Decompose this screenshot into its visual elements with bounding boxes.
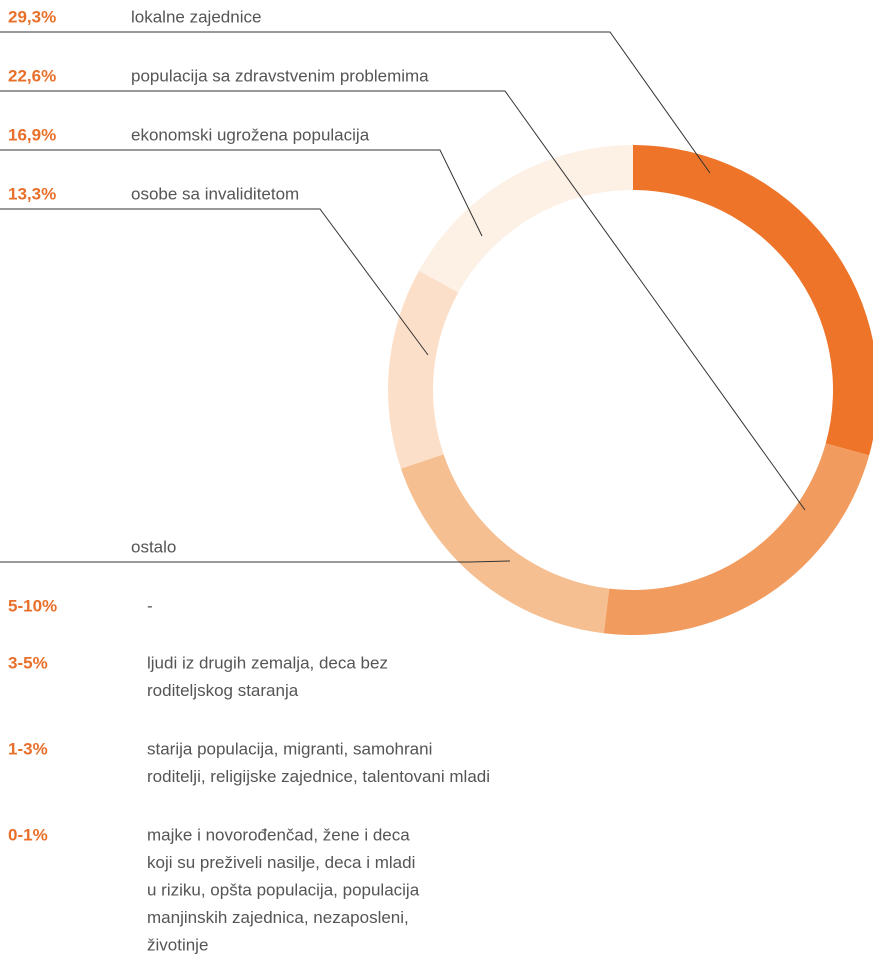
leader-line bbox=[0, 31, 711, 174]
group-text: ljudi iz drugih zemalja, deca bez bbox=[147, 653, 388, 672]
group-label: 1-3% bbox=[8, 739, 48, 758]
group-text: životinje bbox=[147, 935, 208, 954]
group-label: 3-5% bbox=[8, 653, 48, 672]
category-label: lokalne zajednice bbox=[131, 7, 261, 26]
group-text: roditeljskog staranja bbox=[147, 681, 299, 700]
group-text: - bbox=[147, 596, 153, 615]
percent-label: 16,9% bbox=[8, 125, 56, 144]
donut-segment bbox=[388, 270, 459, 469]
leader-line bbox=[0, 149, 483, 237]
percent-label: 22,6% bbox=[8, 66, 56, 85]
leader-line bbox=[0, 208, 429, 356]
group-text: u riziku, opšta populacija, populacija bbox=[147, 880, 420, 899]
group-text: manjinskih zajednica, nezaposleni, bbox=[147, 908, 409, 927]
percent-label: 13,3% bbox=[8, 184, 56, 203]
donut-segment bbox=[419, 145, 633, 293]
group-text: koji su preživeli nasilje, deca i mladi bbox=[147, 853, 415, 872]
category-label: osobe sa invaliditetom bbox=[131, 184, 299, 203]
group-text: majke i novorođenčad, žene i deca bbox=[147, 825, 410, 844]
group-text: starija populacija, migranti, samohrani bbox=[147, 739, 432, 758]
donut-segment bbox=[400, 454, 610, 634]
group-label: 0-1% bbox=[8, 825, 48, 844]
category-label: populacija sa zdravstvenim problemima bbox=[131, 66, 429, 85]
donut-segment bbox=[633, 145, 873, 456]
category-label: ostalo bbox=[131, 537, 176, 556]
donut-segment bbox=[603, 443, 870, 635]
category-label: ekonomski ugrožena populacija bbox=[131, 125, 370, 144]
group-label: 5-10% bbox=[8, 596, 57, 615]
percent-label: 29,3% bbox=[8, 7, 56, 26]
group-text: roditelji, religijske zajednice, talento… bbox=[147, 767, 490, 786]
leader-line bbox=[0, 560, 511, 563]
leader-line bbox=[0, 90, 806, 511]
